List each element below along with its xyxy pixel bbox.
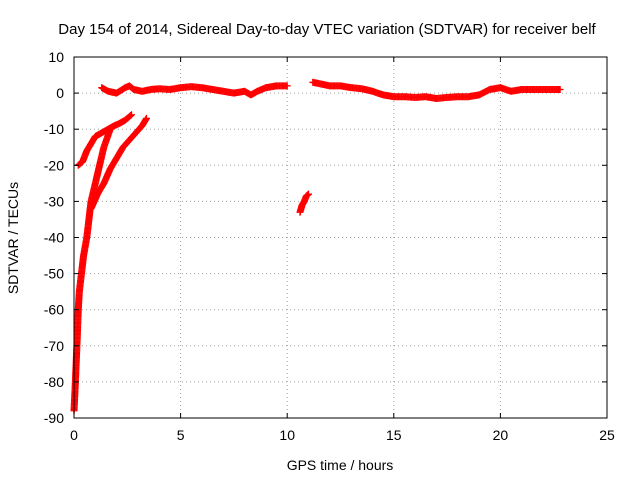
y-tick-label: -60 [44, 302, 64, 318]
grid [74, 57, 607, 418]
segment-main-track-2 [309, 78, 564, 103]
y-axis-label: SDTVAR / TECUs [5, 182, 21, 294]
y-tick-label: -10 [44, 121, 64, 137]
data-point [142, 114, 150, 122]
data-point [283, 82, 291, 90]
x-tick-label: 20 [493, 427, 509, 443]
y-tick-label: -50 [44, 266, 64, 282]
data-point [556, 85, 564, 93]
y-tick-label: -70 [44, 338, 64, 354]
y-tick-label: -40 [44, 230, 64, 246]
y-tick-label: 10 [48, 49, 64, 65]
x-axis-label: GPS time / hours [287, 457, 394, 473]
x-tick-label: 5 [177, 427, 185, 443]
data-point [127, 112, 135, 120]
y-tick-label: -80 [44, 374, 64, 390]
data-point [128, 111, 136, 119]
y-tick-label: 0 [56, 85, 64, 101]
x-tick-label: 25 [599, 427, 615, 443]
y-tick-label: -90 [44, 410, 64, 426]
x-tick-label: 10 [279, 427, 295, 443]
y-tick-label: -30 [44, 193, 64, 209]
data-layer [70, 78, 564, 415]
segment-branch-middle [87, 114, 150, 213]
x-tick-label: 0 [70, 427, 78, 443]
segment-main-track-1 [98, 82, 291, 99]
data-point [305, 190, 313, 198]
chart-title: Day 154 of 2014, Sidereal Day-to-day VTE… [58, 21, 596, 38]
y-tick-label: -20 [44, 157, 64, 173]
segment-drop-left [70, 125, 114, 415]
plot-frame [73, 56, 608, 419]
ticks: 0 5 10 15 20 25 10 0 -10 -20 -30 -40 -50 -60 -70 -80 -90 [44, 49, 615, 443]
segment-branch-top [74, 111, 136, 169]
x-tick-label: 15 [386, 427, 402, 443]
segment-isolated [296, 190, 313, 216]
